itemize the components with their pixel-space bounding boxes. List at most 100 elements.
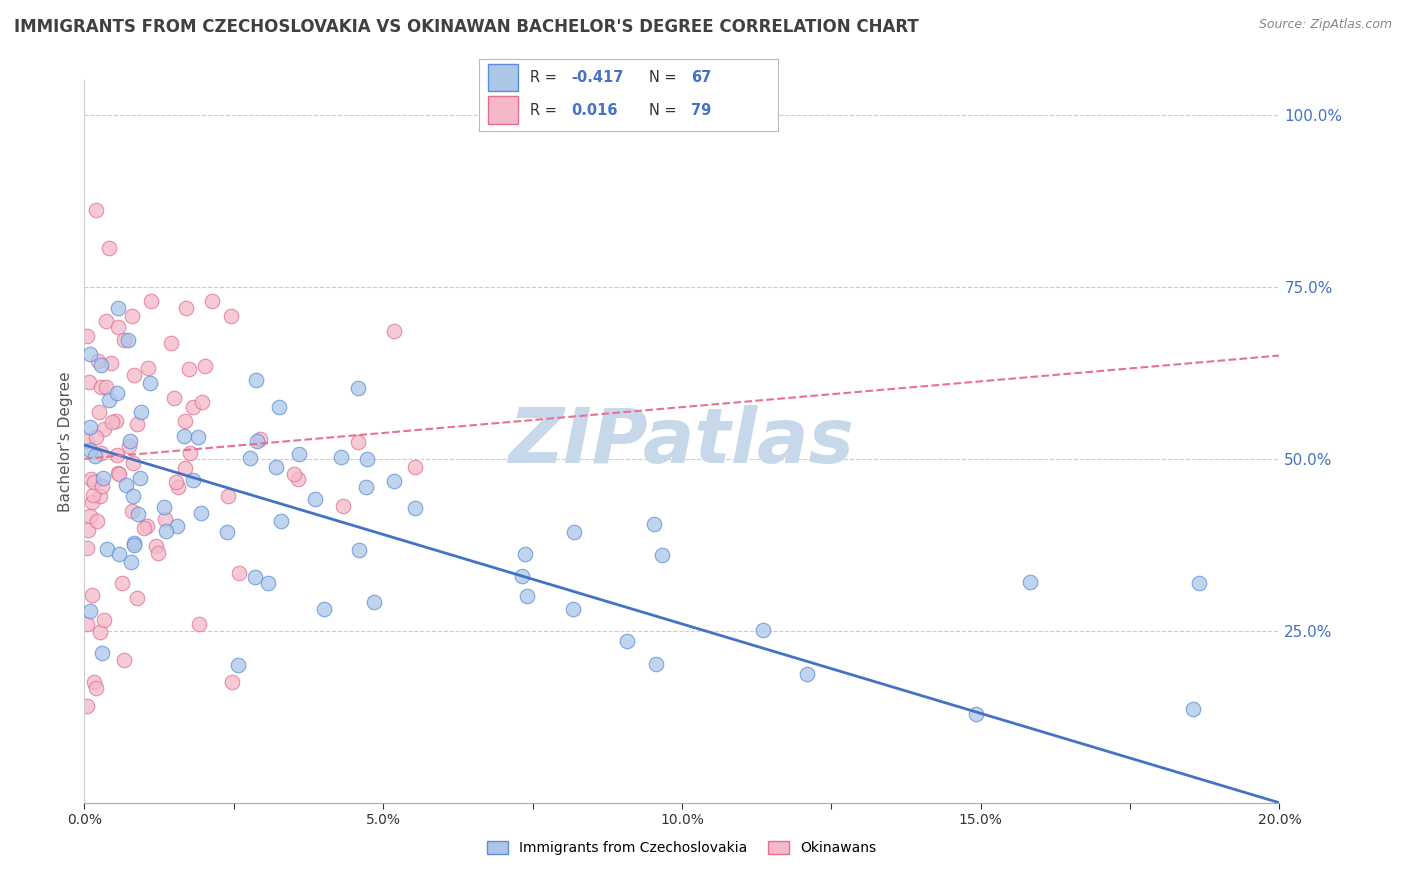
Point	[132, 520, 155, 534]
Point	[194, 359, 217, 373]
Point	[94, 379, 117, 393]
Point	[148, 546, 170, 560]
Point	[153, 512, 176, 526]
Text: Source: ZipAtlas.com: Source: ZipAtlas.com	[1258, 18, 1392, 31]
Point	[1188, 575, 1211, 590]
Point	[166, 519, 188, 533]
Point	[243, 570, 266, 584]
Point	[76, 616, 98, 631]
Point	[163, 392, 186, 406]
Point	[80, 589, 103, 603]
Point	[125, 591, 148, 606]
Point	[382, 324, 405, 338]
Point	[83, 674, 105, 689]
Point	[120, 555, 142, 569]
Point	[217, 489, 239, 503]
Point	[179, 361, 201, 376]
Point	[270, 514, 292, 528]
Point	[347, 435, 370, 450]
Point	[131, 405, 153, 419]
Point	[219, 309, 242, 323]
Point	[191, 395, 214, 409]
Point	[1182, 702, 1205, 716]
Y-axis label: Bachelor's Degree: Bachelor's Degree	[58, 371, 73, 512]
Point	[160, 335, 183, 350]
Point	[136, 518, 159, 533]
Point	[356, 452, 378, 467]
Point	[288, 446, 311, 460]
Point	[127, 508, 149, 522]
Point	[266, 459, 288, 474]
Point	[79, 604, 101, 618]
Point	[145, 540, 167, 554]
Point	[332, 499, 354, 513]
Legend: Immigrants from Czechoslovakia, Okinawans: Immigrants from Czechoslovakia, Okinawan…	[482, 836, 882, 861]
Point	[187, 430, 209, 444]
Point	[77, 523, 100, 537]
Point	[181, 401, 204, 415]
Point	[269, 400, 291, 414]
Point	[93, 613, 115, 627]
Point	[228, 566, 250, 581]
Point	[404, 460, 426, 475]
Point	[79, 509, 101, 524]
Point	[139, 376, 162, 390]
Point	[76, 698, 98, 713]
Point	[562, 525, 585, 540]
Point	[107, 547, 129, 561]
Point	[181, 473, 204, 487]
Point	[82, 487, 104, 501]
Point	[245, 373, 267, 387]
Point	[165, 475, 187, 489]
Point	[363, 595, 385, 609]
Point	[114, 478, 136, 492]
Point	[249, 432, 271, 446]
Point	[90, 358, 112, 372]
Point	[347, 381, 370, 395]
Point	[796, 667, 818, 681]
Point	[100, 356, 122, 370]
Point	[510, 568, 533, 582]
Point	[77, 375, 100, 389]
Point	[1019, 574, 1042, 589]
Point	[312, 602, 335, 616]
Point	[190, 506, 212, 520]
Point	[221, 675, 243, 690]
Point	[97, 392, 120, 407]
Point	[516, 590, 538, 604]
Point	[283, 467, 305, 481]
Point	[84, 202, 107, 217]
Point	[93, 422, 115, 436]
Point	[239, 451, 262, 466]
Point	[187, 616, 209, 631]
Point	[404, 500, 426, 515]
Point	[84, 430, 107, 444]
Point	[79, 442, 101, 457]
Point	[87, 353, 110, 368]
Point	[121, 503, 143, 517]
Point	[76, 329, 98, 343]
Point	[84, 681, 107, 696]
Point	[122, 456, 145, 470]
Point	[201, 293, 224, 308]
Point	[384, 474, 406, 488]
Point	[616, 634, 638, 648]
Point	[127, 417, 149, 431]
Point	[96, 314, 118, 328]
Point	[118, 438, 141, 452]
Point	[751, 624, 773, 638]
Point	[76, 434, 98, 448]
Point	[347, 542, 370, 557]
Point	[89, 624, 111, 639]
Point	[118, 434, 141, 449]
Point	[90, 478, 112, 492]
Point	[83, 475, 105, 489]
Point	[645, 657, 668, 671]
Point	[86, 514, 108, 528]
Point	[112, 653, 135, 667]
Point	[562, 602, 585, 616]
Point	[90, 646, 112, 660]
Point	[226, 658, 249, 673]
Point	[136, 361, 159, 376]
Point	[90, 446, 112, 460]
